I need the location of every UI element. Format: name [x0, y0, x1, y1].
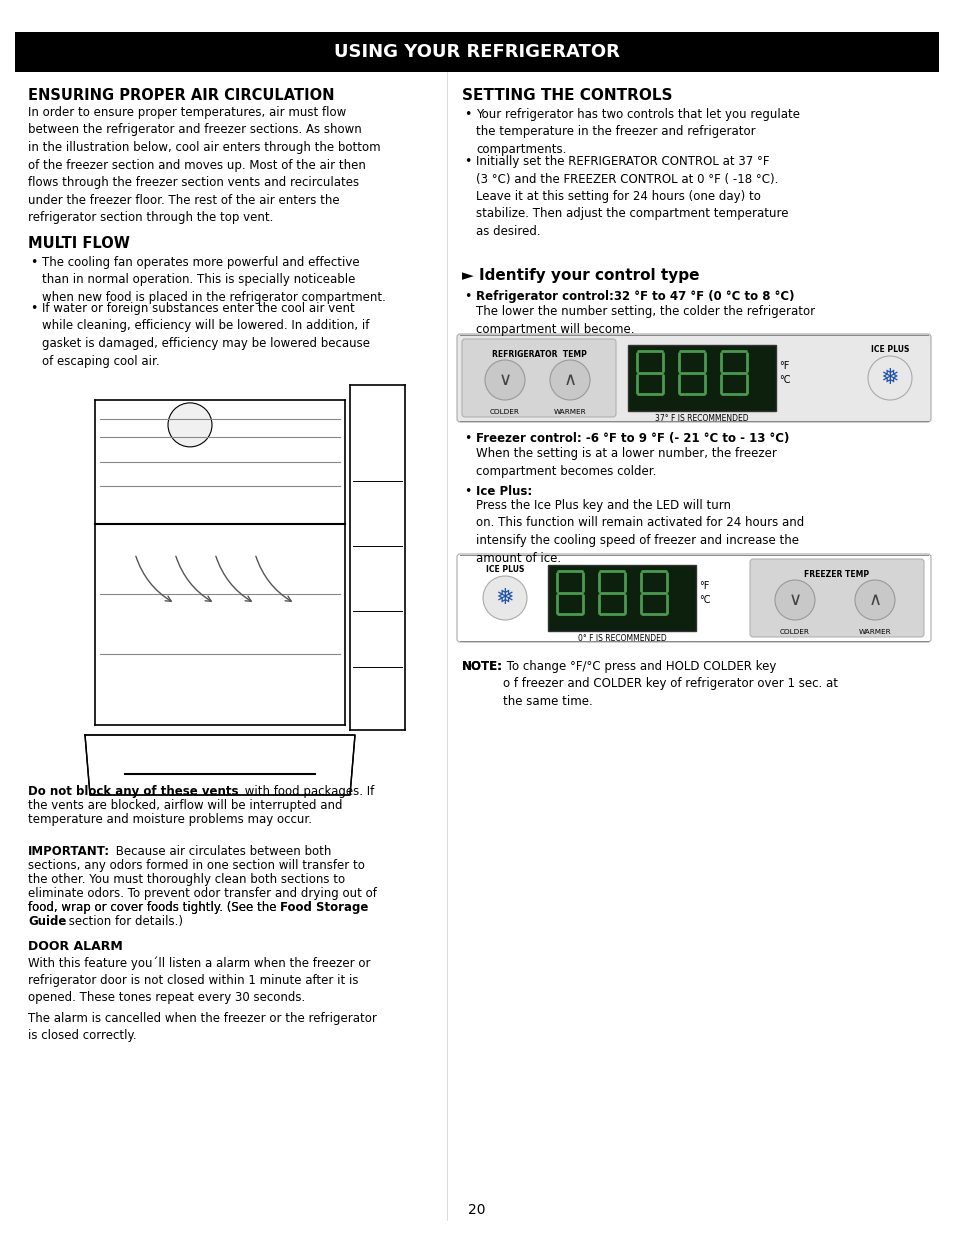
Text: °C: °C — [779, 375, 790, 385]
Text: Food Storage: Food Storage — [280, 902, 368, 914]
Text: NOTE:: NOTE: — [461, 659, 502, 673]
Text: eliminate odors. To prevent odor transfer and drying out of: eliminate odors. To prevent odor transfe… — [28, 887, 376, 900]
Text: food, wrap or cover foods tightly. (See the: food, wrap or cover foods tightly. (See … — [28, 902, 280, 914]
Text: •: • — [30, 256, 37, 269]
Text: Refrigerator control:32 °F to 47 °F (0 °C to 8 °C): Refrigerator control:32 °F to 47 °F (0 °… — [476, 290, 794, 303]
Text: the vents are blocked, airflow will be interrupted and: the vents are blocked, airflow will be i… — [28, 799, 342, 811]
Text: NOTE:: NOTE: — [461, 659, 502, 673]
Text: The lower the number setting, the colder the refrigerator
compartment will becom: The lower the number setting, the colder… — [476, 305, 814, 336]
Text: ICE PLUS: ICE PLUS — [870, 345, 908, 354]
Text: ∨: ∨ — [787, 592, 801, 609]
Bar — [547, 564, 696, 631]
Text: ENSURING PROPER AIR CIRCULATION: ENSURING PROPER AIR CIRCULATION — [28, 88, 335, 103]
Text: In order to ensure proper temperatures, air must flow
between the refrigerator a: In order to ensure proper temperatures, … — [28, 106, 380, 224]
Circle shape — [854, 580, 894, 620]
FancyBboxPatch shape — [456, 555, 930, 642]
Text: FREEZER TEMP: FREEZER TEMP — [803, 571, 868, 579]
Text: Ice Plus:: Ice Plus: — [476, 485, 532, 498]
Text: ∨: ∨ — [497, 370, 511, 389]
Text: °F: °F — [699, 580, 709, 592]
Text: DOOR ALARM: DOOR ALARM — [28, 940, 123, 953]
Text: Press the Ice Plus key and the LED will turn
on. This function will remain activ: Press the Ice Plus key and the LED will … — [476, 499, 803, 564]
Text: WARMER: WARMER — [553, 409, 586, 415]
Text: Initially set the REFRIGERATOR CONTROL at 37 °F
(3 °C) and the FREEZER CONTROL a: Initially set the REFRIGERATOR CONTROL a… — [476, 156, 788, 238]
Circle shape — [482, 576, 526, 620]
Text: section for details.): section for details.) — [65, 915, 183, 927]
Text: Your refrigerator has two controls that let you regulate
the temperature in the : Your refrigerator has two controls that … — [476, 107, 800, 156]
Circle shape — [774, 580, 814, 620]
Text: ICE PLUS: ICE PLUS — [485, 564, 523, 574]
Text: With this feature you´ll listen a alarm when the freezer or
refrigerator door is: With this feature you´ll listen a alarm … — [28, 956, 370, 1004]
Text: food, wrap or cover foods tightly. (See the: food, wrap or cover foods tightly. (See … — [28, 902, 280, 914]
Text: Because air circulates between both: Because air circulates between both — [112, 845, 331, 858]
Text: To change °F/°C press and HOLD COLDER key
o f freezer and COLDER key of refriger: To change °F/°C press and HOLD COLDER ke… — [502, 659, 837, 708]
Text: The alarm is cancelled when the freezer or the refrigerator
is closed correctly.: The alarm is cancelled when the freezer … — [28, 1011, 376, 1042]
Circle shape — [550, 359, 589, 400]
Bar — [627, 345, 775, 411]
Text: 0° F IS RECOMMENDED: 0° F IS RECOMMENDED — [577, 634, 666, 643]
Text: 20: 20 — [468, 1203, 485, 1216]
Text: IMPORTANT:: IMPORTANT: — [28, 845, 110, 858]
Text: ► Identify your control type: ► Identify your control type — [461, 268, 699, 283]
Text: •: • — [463, 107, 471, 121]
Text: ❅: ❅ — [496, 588, 514, 608]
Circle shape — [484, 359, 524, 400]
Circle shape — [867, 356, 911, 400]
Text: •: • — [463, 290, 471, 303]
Text: MULTI FLOW: MULTI FLOW — [28, 236, 130, 251]
Text: Guide: Guide — [28, 915, 67, 927]
Text: ❅: ❅ — [880, 368, 899, 388]
Text: •: • — [463, 485, 471, 498]
Text: the other. You must thoroughly clean both sections to: the other. You must thoroughly clean bot… — [28, 873, 345, 885]
Text: REFRIGERATOR  TEMP: REFRIGERATOR TEMP — [491, 350, 586, 359]
Bar — [15, 32, 938, 72]
Text: SETTING THE CONTROLS: SETTING THE CONTROLS — [461, 88, 672, 103]
Text: temperature and moisture problems may occur.: temperature and moisture problems may oc… — [28, 813, 312, 826]
Text: ∧: ∧ — [867, 592, 881, 609]
Text: °F: °F — [779, 361, 788, 370]
Text: COLDER: COLDER — [780, 629, 809, 635]
Text: The cooling fan operates more powerful and effective
than in normal operation. T: The cooling fan operates more powerful a… — [42, 256, 385, 304]
Text: Freezer control: -6 °F to 9 °F (- 21 °C to - 13 °C): Freezer control: -6 °F to 9 °F (- 21 °C … — [476, 432, 788, 445]
Text: •: • — [463, 432, 471, 445]
FancyBboxPatch shape — [456, 333, 930, 422]
Text: ∧: ∧ — [563, 370, 576, 389]
FancyBboxPatch shape — [749, 559, 923, 637]
Text: When the setting is at a lower number, the freezer
compartment becomes colder.: When the setting is at a lower number, t… — [476, 447, 776, 478]
Circle shape — [168, 403, 212, 447]
Text: with food packages. If: with food packages. If — [240, 785, 374, 798]
Text: 37° F IS RECOMMENDED: 37° F IS RECOMMENDED — [655, 414, 748, 424]
Text: •: • — [463, 156, 471, 168]
Text: USING YOUR REFRIGERATOR: USING YOUR REFRIGERATOR — [334, 43, 619, 61]
Text: °C: °C — [699, 595, 710, 605]
Text: Do not block any of these vents: Do not block any of these vents — [28, 785, 238, 798]
Text: WARMER: WARMER — [858, 629, 890, 635]
Text: •: • — [30, 303, 37, 315]
Text: If water or foreign substances enter the cool air vent
while cleaning, efficienc: If water or foreign substances enter the… — [42, 303, 370, 368]
FancyBboxPatch shape — [461, 338, 616, 417]
Text: sections, any odors formed in one section will transfer to: sections, any odors formed in one sectio… — [28, 860, 364, 872]
Text: COLDER: COLDER — [490, 409, 519, 415]
